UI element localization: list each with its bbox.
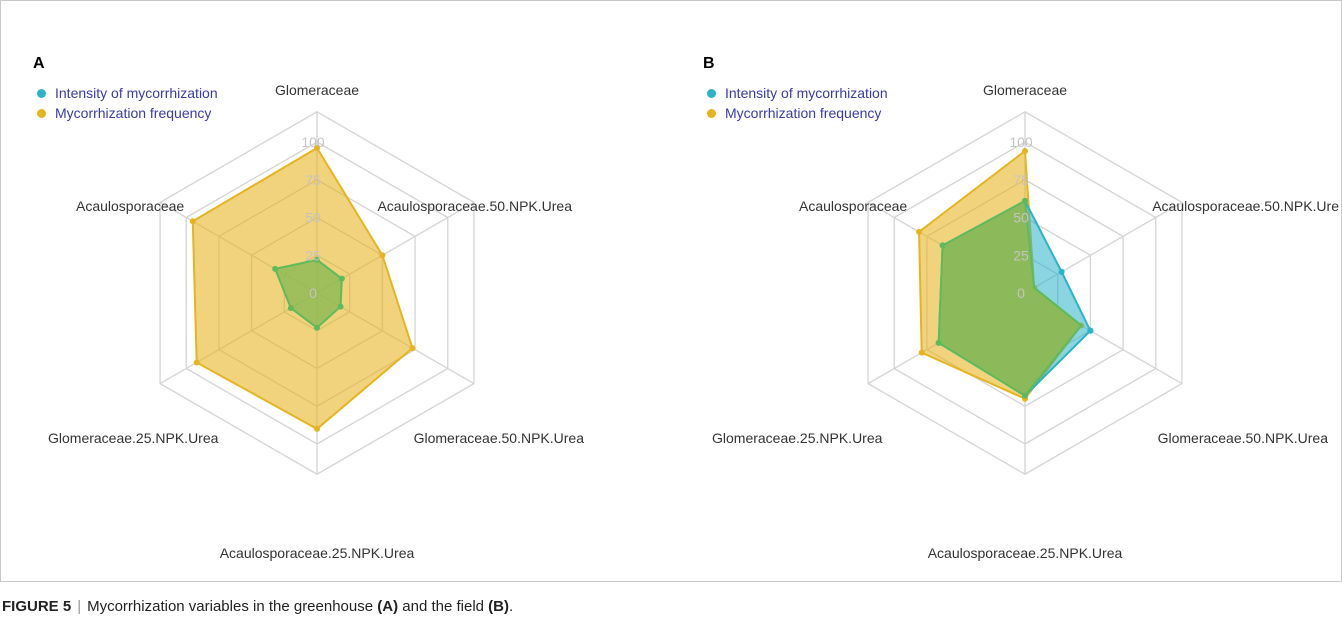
- axis-label-acaulosporaceae-50-npk-ure: Acaulosporaceae.50.NPK.Ure: [1152, 198, 1339, 214]
- tick-label: 25: [305, 247, 321, 263]
- legend-item-intensity: Intensity of mycorrhization: [37, 83, 218, 103]
- data-point: [314, 145, 320, 152]
- axis-label-acaulosporaceae: Acaulosporaceae: [76, 198, 184, 214]
- caption-separator: |: [77, 598, 82, 615]
- figure-label: FIGURE 5: [2, 598, 72, 615]
- data-point: [379, 252, 386, 259]
- legend-label-frequency: Mycorrhization frequency: [55, 105, 212, 121]
- tick-label: 0: [1017, 285, 1025, 301]
- data-point: [1022, 148, 1028, 155]
- data-point: [338, 275, 345, 282]
- legend-item-frequency: Mycorrhization frequency: [37, 103, 218, 123]
- tick-label: 25: [1013, 247, 1029, 263]
- figure-frame: 0 25 50 75 100 Glomeraceae Acaulosporaceae.50.…: [0, 0, 1342, 582]
- panel-letter-a: A: [33, 55, 45, 72]
- legend-a: Intensity of mycorrhization Mycorrhizati…: [37, 83, 218, 123]
- caption-middle: and the field: [402, 598, 484, 615]
- data-point: [314, 324, 320, 331]
- data-point: [918, 349, 925, 356]
- panel-a: 0 25 50 75 100 Glomeraceae Acaulosporaceae.50.…: [1, 1, 671, 581]
- series-overlap: [935, 197, 1094, 399]
- data-point: [287, 305, 294, 312]
- axis-label-glomeraceae-25-npk-urea: Glomeraceae.25.NPK.Urea: [48, 430, 219, 446]
- data-point: [314, 425, 320, 432]
- legend-label-intensity: Intensity of mycorrhization: [725, 85, 888, 101]
- data-point: [939, 242, 946, 249]
- legend-item-frequency: Mycorrhization frequency: [707, 103, 888, 123]
- axis-label-acaulosporaceae-25-npk-urea: Acaulosporaceae.25.NPK.Urea: [220, 545, 415, 561]
- axis-label-acaulosporaceae: Acaulosporaceae: [799, 198, 907, 214]
- axis-label-glomeraceae-25-npk-urea: Glomeraceae.25.NPK.Urea: [712, 430, 883, 446]
- axis-labels: Glomeraceae Acaulosporaceae.50.NPK.Ure Glo…: [712, 82, 1339, 561]
- data-point: [1022, 197, 1028, 204]
- legend-marker-frequency: [37, 108, 46, 118]
- axis-label-acaulosporaceae-25-npk-urea: Acaulosporaceae.25.NPK.Urea: [928, 545, 1123, 561]
- legend-marker-intensity: [707, 88, 716, 98]
- data-point: [1058, 268, 1065, 275]
- legend-item-intensity: Intensity of mycorrhization: [707, 83, 888, 103]
- legend-marker-frequency: [707, 108, 716, 118]
- data-point: [314, 256, 320, 263]
- tick-label: 50: [1013, 210, 1029, 226]
- legend-marker-intensity: [37, 88, 46, 98]
- caption-suffix: .: [509, 598, 514, 615]
- axis-label-glomeraceae: Glomeraceae: [275, 82, 359, 98]
- axis-label-acaulosporaceae-50-npk-urea: Acaulosporaceae.50.NPK.Urea: [377, 198, 572, 214]
- axis-label-glomeraceae: Glomeraceae: [983, 82, 1067, 98]
- axis-label-glomeraceae-50-npk-urea: Glomeraceae.50.NPK.Urea: [1158, 430, 1329, 446]
- series-intensity-of-mycorrhization: [272, 256, 345, 331]
- caption-ref-b: (B): [488, 598, 509, 615]
- tick-label: 50: [305, 210, 321, 226]
- data-point: [1022, 392, 1028, 399]
- data-point: [935, 339, 942, 346]
- data-point: [916, 228, 923, 235]
- legend-label-frequency: Mycorrhization frequency: [725, 105, 882, 121]
- data-point: [193, 359, 200, 366]
- data-point: [1087, 327, 1094, 334]
- data-point: [337, 303, 344, 310]
- radial-tick-labels: 0 25 50 75 100: [301, 134, 325, 301]
- radar-chart-a: 0 25 50 75 100 Glomeraceae Acaulosporaceae.50.…: [48, 82, 584, 561]
- axis-label-glomeraceae-50-npk-urea: Glomeraceae.50.NPK.Urea: [414, 430, 585, 446]
- tick-label: 100: [1009, 134, 1033, 150]
- tick-label: 100: [301, 134, 325, 150]
- legend-b: Intensity of mycorrhization Mycorrhizati…: [707, 83, 888, 123]
- tick-label: 0: [309, 285, 317, 301]
- data-point: [409, 345, 416, 352]
- panel-letter-b: B: [703, 55, 715, 72]
- tick-label: 75: [305, 172, 321, 188]
- panel-b: 0 25 50 75 100 Glomeraceae Acaulosporaceae.50.…: [671, 1, 1341, 581]
- caption-ref-a: (A): [377, 598, 399, 615]
- data-point: [189, 218, 196, 225]
- figure-caption: FIGURE 5 | Mycorrhization variables in the…: [2, 598, 513, 615]
- radial-tick-labels: 0 25 50 75 100: [1009, 134, 1033, 301]
- data-point: [272, 265, 279, 272]
- tick-label: 75: [1013, 172, 1029, 188]
- legend-label-intensity: Intensity of mycorrhization: [55, 85, 218, 101]
- caption-prefix: Mycorrhization variables in the greenhou…: [87, 598, 374, 615]
- axis-labels: Glomeraceae Acaulosporaceae.50.NPK.Urea Gl…: [48, 82, 584, 561]
- radar-chart-b: 0 25 50 75 100 Glomeraceae Acaulosporaceae.50.…: [712, 82, 1339, 561]
